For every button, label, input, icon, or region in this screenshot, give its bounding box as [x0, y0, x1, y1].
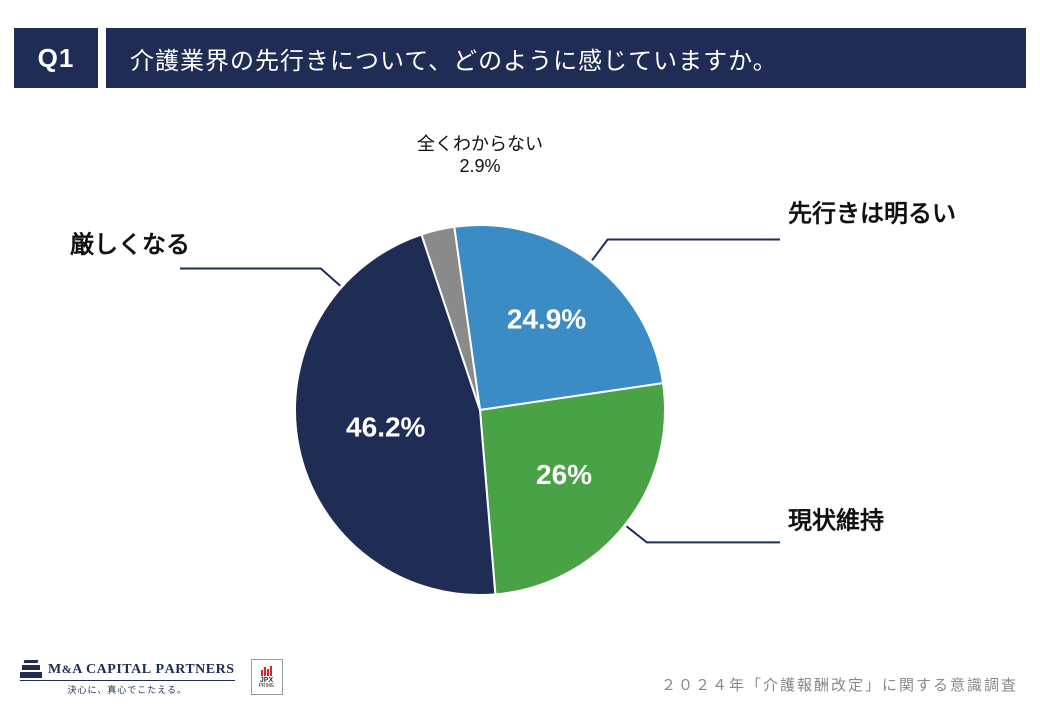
pie-svg: 24.9% 26% 46.2% 先行きは明るい現状維持 厳しくなる 全くわからない2.9% [0, 110, 1040, 650]
jpx-sub: PRIME [259, 684, 275, 689]
slice-value: 46.2% [346, 412, 425, 443]
leader-line [592, 239, 780, 260]
brand-tagline: 決心に、真心でこたえる。 [20, 680, 235, 696]
leader-line [180, 269, 340, 286]
logo-group: M&A CAPITAL PARTNERS 決心に、真心でこたえる。 JPX PR… [20, 658, 283, 696]
slice-value: 24.9% [507, 304, 586, 335]
jpx-badge-icon: JPX PRIME [251, 659, 283, 695]
slice-label: 現状維持 [788, 506, 884, 534]
brand-mark-icon [20, 658, 42, 678]
pie-chart: 24.9% 26% 46.2% 先行きは明るい現状維持 厳しくなる 全くわからない2.9% [0, 110, 1040, 650]
footer: M&A CAPITAL PARTNERS 決心に、真心でこたえる。 JPX PR… [0, 650, 1040, 720]
brand-logo: M&A CAPITAL PARTNERS 決心に、真心でこたえる。 [20, 658, 235, 696]
question-number: Q1 [14, 28, 98, 88]
slice-label: 先行きは明るい [788, 199, 956, 227]
slice-label: 全くわからない [417, 134, 543, 154]
slice-label-pct: 2.9% [459, 156, 500, 176]
question-title: 介護業界の先行きについて、どのように感じていますか。 [106, 28, 1026, 88]
footer-caption: ２０２４年「介護報酬改定」に関する意識調査 [661, 674, 1018, 695]
slice-label: 厳しくなる [70, 231, 190, 259]
brand-name: M&A CAPITAL PARTNERS [48, 662, 235, 678]
leader-line [626, 526, 780, 542]
slice-value: 26% [536, 459, 592, 490]
header-bar: Q1 介護業界の先行きについて、どのように感じていますか。 [14, 28, 1026, 88]
